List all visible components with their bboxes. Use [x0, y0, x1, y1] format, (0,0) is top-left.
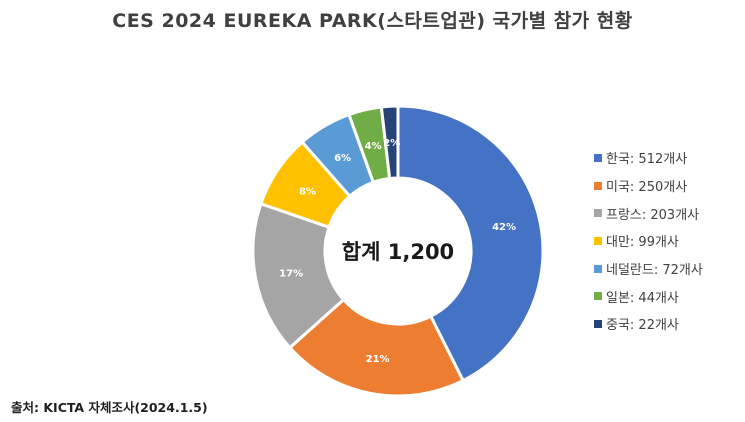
legend-item: 중국: 22개사: [594, 310, 703, 338]
slice-percent-label-1: 42%: [492, 222, 516, 233]
legend-label: 한국: 512개사: [606, 152, 688, 168]
legend-label: 일본: 44개사: [606, 290, 679, 306]
legend-swatch: [594, 264, 602, 273]
legend-swatch: [594, 236, 602, 245]
legend-item: 네덜란드: 72개사: [594, 255, 703, 283]
slice-percent-label-7: 2%: [383, 138, 400, 149]
legend-item: 일본: 44개사: [594, 282, 703, 310]
legend-swatch: [594, 153, 602, 162]
chart-title: CES 2024 EUREKA PARK(스타트업관) 국가별 참가 현황: [112, 10, 633, 32]
source-note: 출처: KICTA 자체조사(2024.1.5): [11, 400, 208, 415]
slice-percent-label-4: 8%: [299, 186, 316, 197]
legend-swatch: [594, 209, 602, 218]
legend-label: 미국: 250개사: [606, 180, 688, 196]
donut-center-total: 합계 1,200: [342, 240, 454, 264]
legend-label: 프랑스: 203개사: [606, 207, 700, 223]
legend-label: 네덜란드: 72개사: [606, 263, 703, 279]
legend-swatch: [594, 181, 602, 190]
donut-slice-2: [287, 297, 466, 398]
legend-item: 프랑스: 203개사: [594, 199, 703, 227]
legend-label: 대만: 99개사: [606, 235, 679, 251]
legend-item: 대만: 99개사: [594, 227, 703, 255]
slice-percent-label-3: 17%: [279, 269, 303, 280]
slice-percent-label-5: 6%: [334, 153, 351, 164]
slice-percent-label-2: 21%: [366, 354, 390, 365]
legend-item: 미국: 250개사: [594, 172, 703, 200]
donut-slice-1: [396, 104, 545, 383]
legend-swatch: [594, 319, 602, 328]
donut-slice-3: [251, 201, 346, 350]
legend-item: 한국: 512개사: [594, 144, 703, 172]
legend-label: 중국: 22개사: [606, 318, 679, 334]
slice-percent-label-6: 4%: [365, 141, 382, 152]
donut-slice-7: [379, 104, 400, 181]
legend-swatch: [594, 292, 602, 301]
